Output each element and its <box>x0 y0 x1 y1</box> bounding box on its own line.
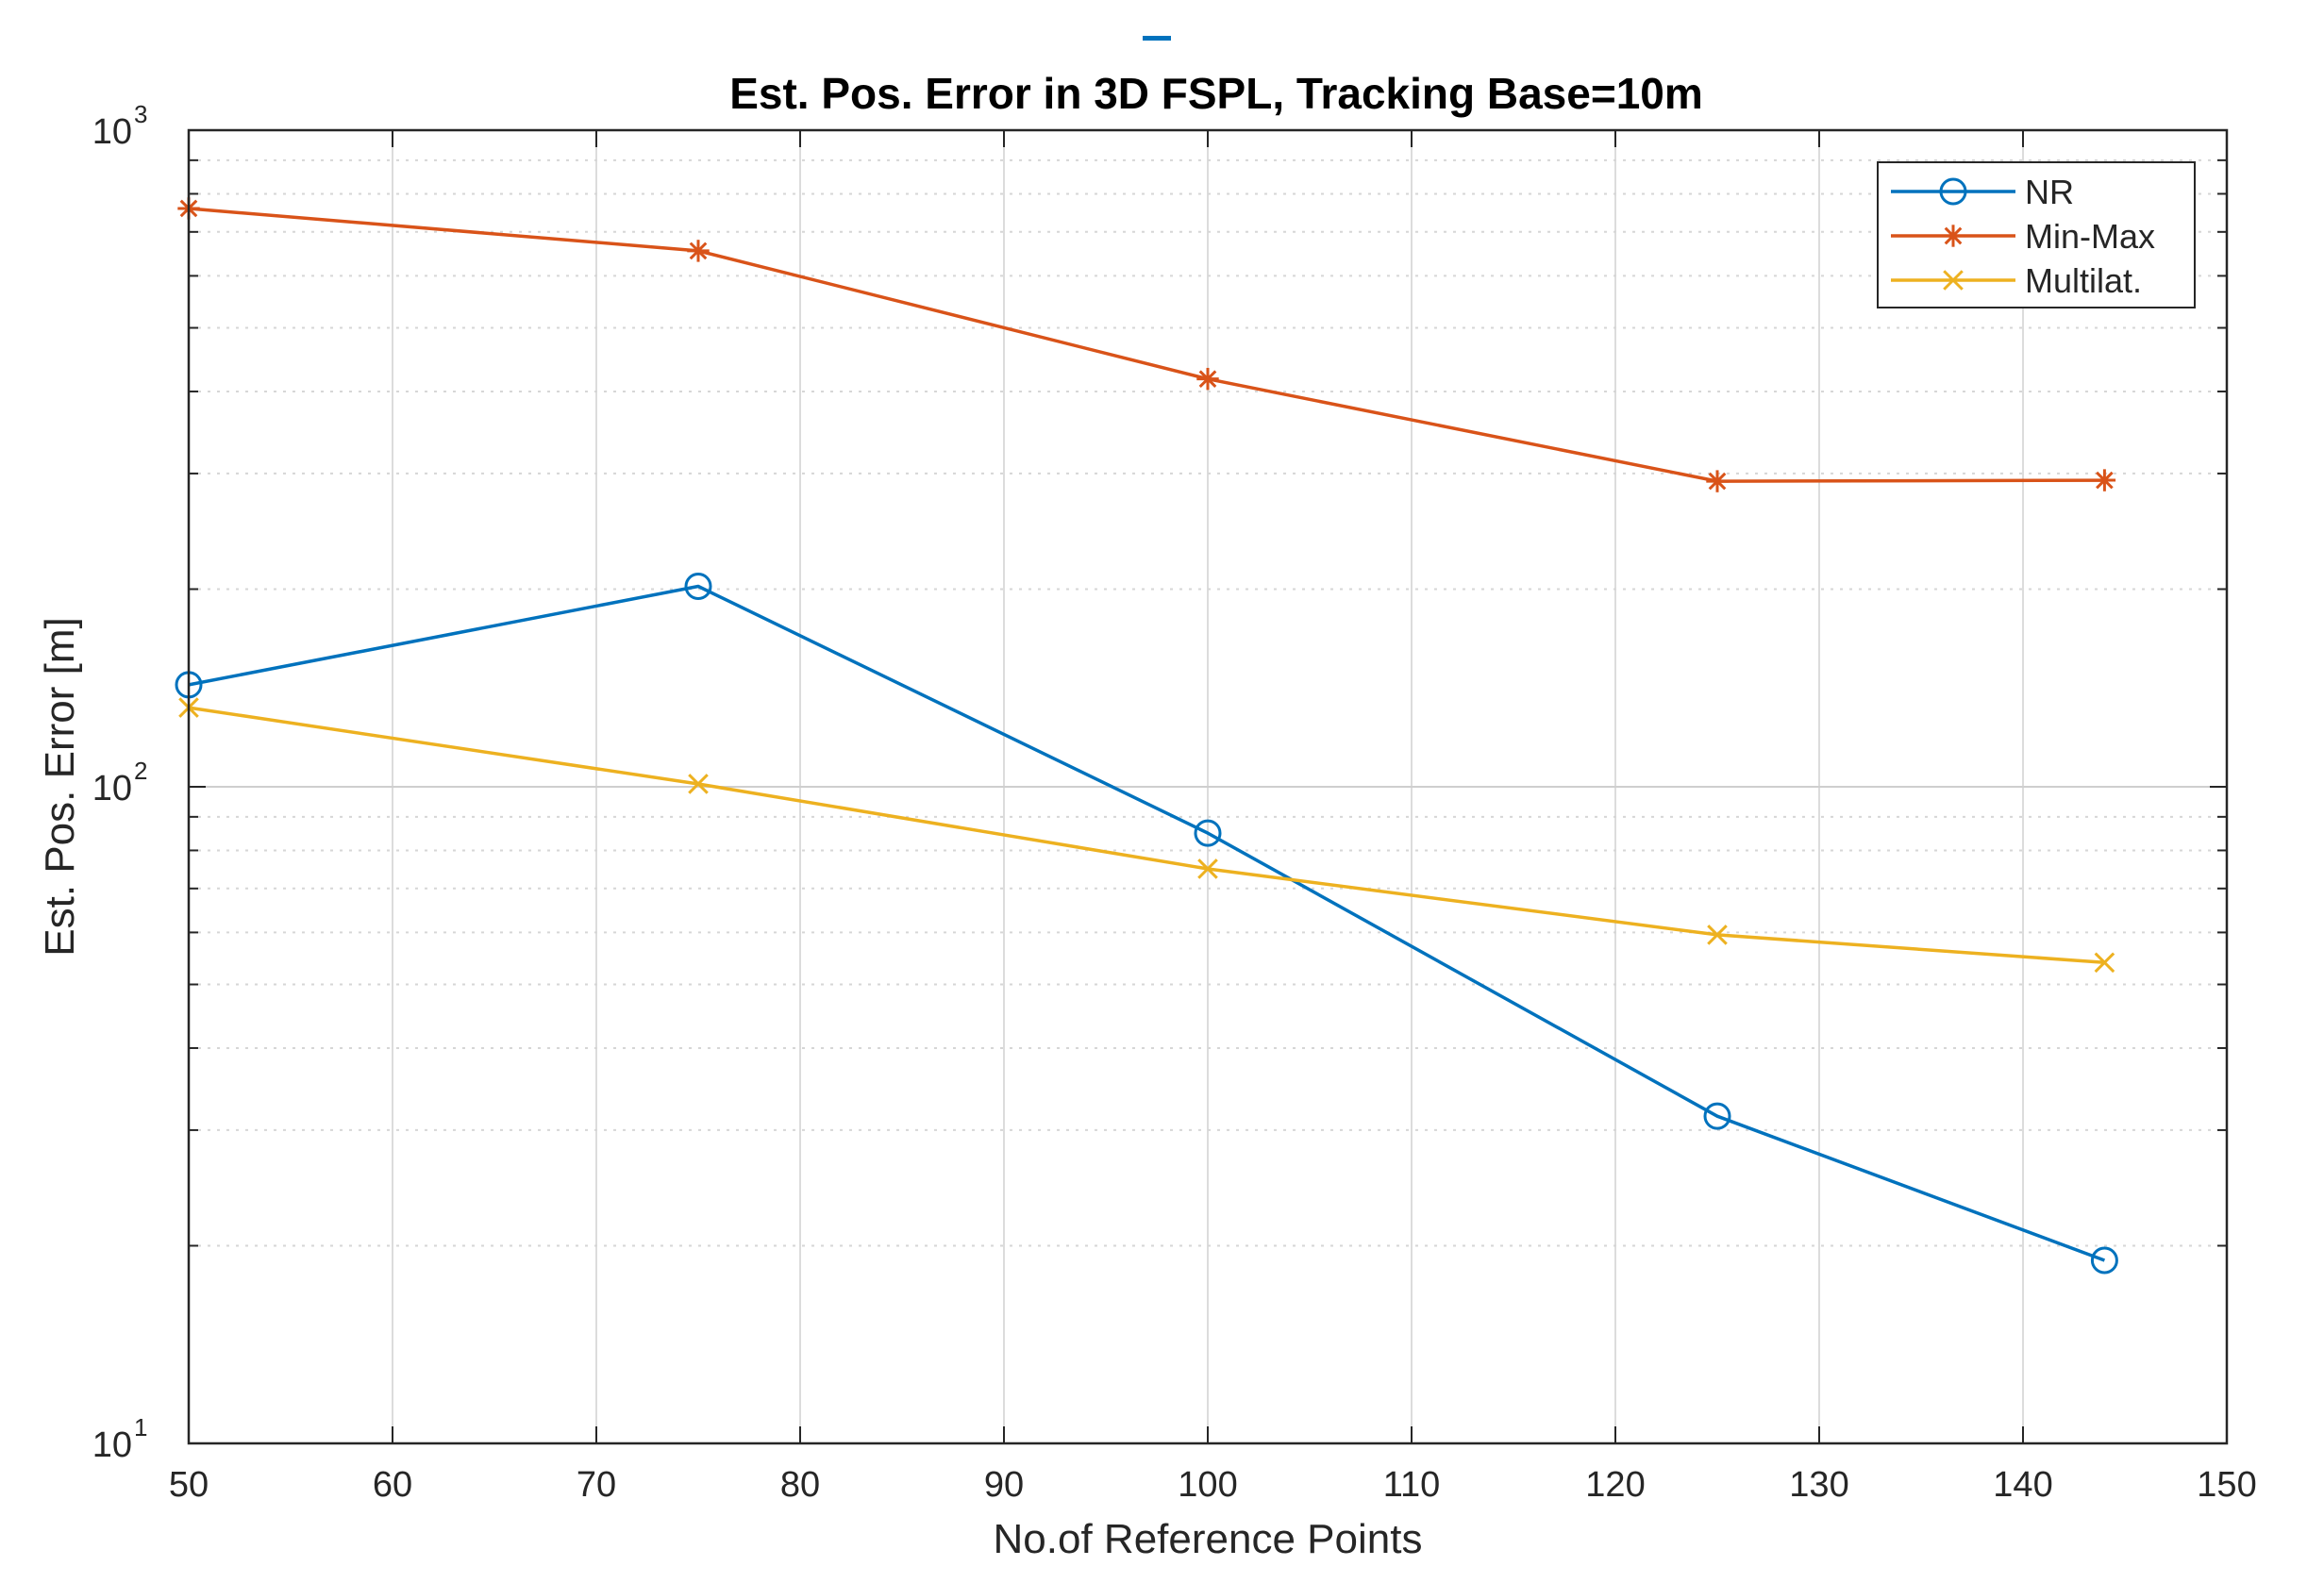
series-line <box>188 584 2106 1262</box>
marker-asterisk <box>1942 225 1965 247</box>
marker-circle <box>684 572 712 600</box>
x-tick-label: 70 <box>577 1465 616 1505</box>
y-tick-label: 10 <box>92 1425 132 1465</box>
legend-entry: Multilat. <box>1891 261 2142 300</box>
y-tick-exponent: 2 <box>134 757 147 785</box>
legend-label: Min-Max <box>2025 217 2155 256</box>
x-tick-label: 110 <box>1383 1465 1441 1505</box>
x-axis-label: No.of Reference Points <box>994 1516 1423 1562</box>
y-tick-label: 10 <box>92 112 132 152</box>
marker-circle <box>1194 819 1222 847</box>
chart-title: Est. Pos. Error in 3D FSPL, Tracking Bas… <box>729 69 1703 118</box>
marker-circle <box>2090 1246 2118 1275</box>
marker-asterisk <box>1196 367 1219 391</box>
marker-x <box>1197 858 1218 879</box>
y-tick-exponent: 1 <box>134 1413 147 1441</box>
marker-x <box>1707 925 1728 945</box>
legend-entry: Min-Max <box>1891 217 2155 256</box>
marker-asterisk <box>687 240 710 262</box>
x-tick-label: 60 <box>373 1465 412 1505</box>
y-tick-exponent: 3 <box>134 100 147 128</box>
legend-entry: NR <box>1891 173 2074 211</box>
x-tick-labels: 50 60 70 80 90 100 110 120 130 140 150 <box>169 130 2257 1505</box>
x-tick-label: 80 <box>780 1465 820 1505</box>
x-tick-label: 140 <box>1993 1465 2052 1505</box>
x-tick-label: 90 <box>984 1465 1024 1505</box>
legend: NR Min-Max Multilat. <box>1877 161 2196 308</box>
marker-asterisk <box>2093 469 2116 492</box>
marker-x <box>688 774 709 794</box>
x-tick-label: 130 <box>1789 1465 1848 1505</box>
series-multilat <box>178 697 2115 974</box>
x-tick-label: 150 <box>2197 1465 2256 1505</box>
marker-asterisk <box>1706 470 1729 492</box>
x-tick-label: 100 <box>1178 1465 1237 1505</box>
marker-circle <box>1939 177 1967 206</box>
marker-x <box>2094 952 2115 974</box>
grid <box>188 129 2228 1444</box>
marker-circle <box>1703 1102 1731 1130</box>
x-tick-label: 50 <box>169 1465 209 1505</box>
toolbar-indicator <box>1143 36 1171 41</box>
y-tick-label: 10 <box>92 769 132 808</box>
marker-x <box>1943 270 1964 291</box>
y-axis-label: Est. Pos. Error [m] <box>37 617 83 956</box>
x-tick-label: 120 <box>1585 1465 1645 1505</box>
legend-label: Multilat. <box>2025 261 2142 300</box>
legend-label: NR <box>2025 173 2074 211</box>
series-layer <box>175 197 2118 1275</box>
